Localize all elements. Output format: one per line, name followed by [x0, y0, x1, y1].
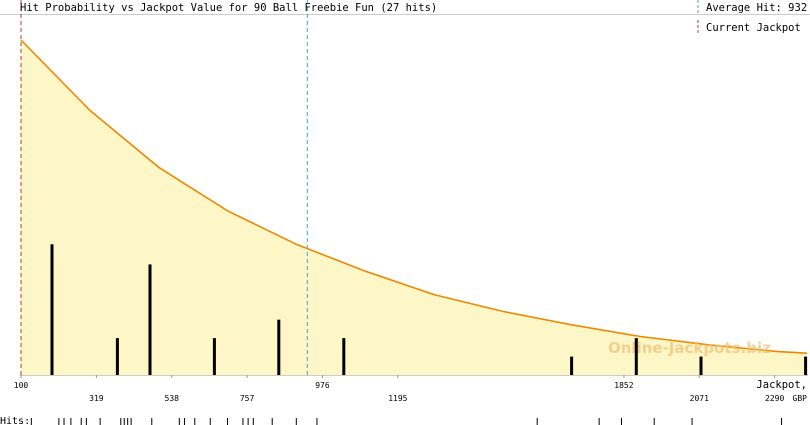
x-tick-label: 757	[240, 394, 255, 403]
x-tick-label: 1852	[614, 381, 633, 390]
x-tick-label: Jackpot,	[756, 379, 807, 391]
hit-bar	[148, 264, 152, 375]
x-tick-label: 1195	[388, 394, 407, 403]
hit-bar	[342, 338, 346, 375]
x-tick-label: 319	[89, 394, 104, 403]
chart-title: Hit Probability vs Jackpot Value for 90 …	[20, 2, 437, 14]
hits-label: Hits:	[0, 416, 30, 425]
x-tick-label: 2290	[765, 394, 784, 403]
legend-average-hit: Average Hit: 932	[706, 2, 807, 14]
hit-bar	[277, 319, 281, 375]
hit-bar	[804, 356, 808, 375]
x-tick-label: 976	[315, 381, 330, 390]
probability-curve	[20, 39, 808, 354]
probability-area	[21, 40, 807, 375]
hit-bar	[634, 338, 638, 375]
hit-bar	[50, 244, 54, 375]
x-tick-label: 100	[14, 381, 29, 390]
hit-bar	[699, 356, 703, 375]
x-tick-label: 2071	[690, 394, 709, 403]
hit-bar	[115, 338, 119, 375]
legend-current-jackpot: Current Jackpot	[706, 22, 801, 34]
x-tick-label: GBP	[793, 394, 808, 403]
x-axis-ticks: 100 976 1852 Jackpot, 319 538 757 1195 2071 2290 G…	[14, 375, 807, 403]
hits-rug	[30, 418, 783, 425]
watermark: Online-Jackpots.biz	[608, 339, 771, 357]
hit-bar	[570, 356, 574, 375]
hit-bars	[50, 244, 808, 375]
x-tick-label: 538	[165, 394, 180, 403]
hit-bar	[212, 338, 216, 375]
